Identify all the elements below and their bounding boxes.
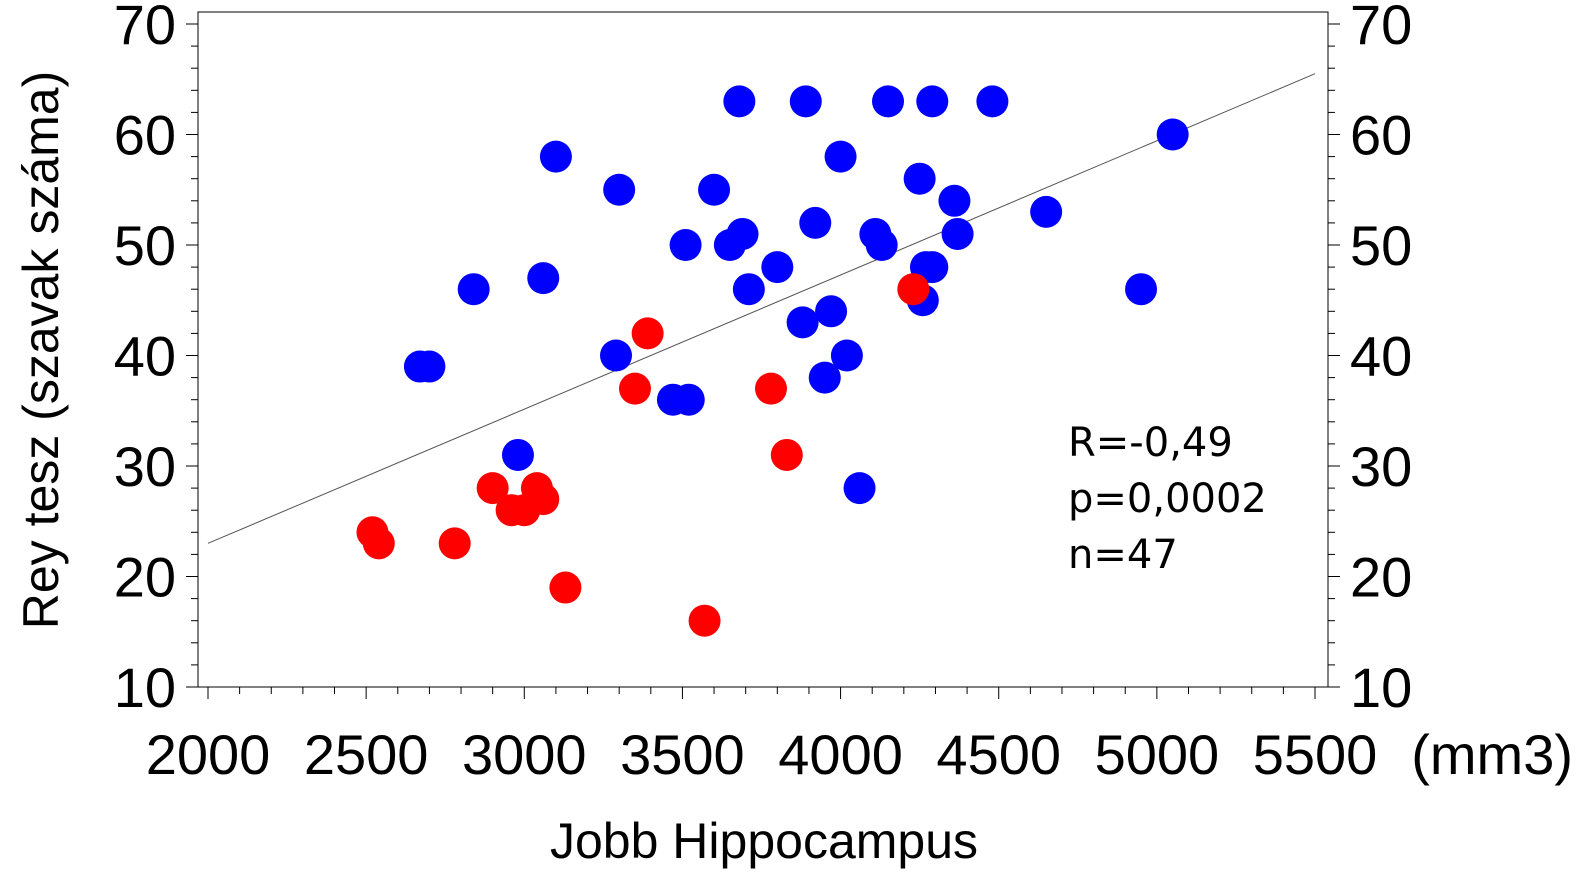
data-point-blue — [1030, 195, 1063, 228]
data-point-blue — [669, 229, 702, 261]
x-axis-title: Jobb Hippocampus — [550, 813, 978, 869]
data-point-red — [688, 604, 721, 637]
y-tick-label-left: 50 — [114, 214, 176, 277]
data-point-blue — [916, 251, 949, 284]
y-tick-label-left: 40 — [114, 325, 176, 388]
y-tick-label-right: 60 — [1350, 104, 1412, 167]
data-point-blue — [808, 361, 841, 394]
data-point-blue — [824, 140, 857, 173]
plot-area — [197, 11, 1329, 688]
y-tick-label-left: 10 — [114, 656, 176, 719]
data-point-blue — [799, 206, 832, 239]
data-point-red — [618, 372, 651, 405]
data-point-blue — [1125, 273, 1158, 306]
x-axis-unit: (mm3) — [1411, 723, 1573, 786]
y-tick-label-left: 30 — [114, 435, 176, 498]
data-point-blue — [872, 85, 905, 118]
data-point-red — [527, 483, 560, 516]
data-point-red — [897, 273, 930, 306]
data-point-blue — [815, 295, 848, 328]
statistics-annotation: R=-0,49 p=0,0002 n=47 — [1068, 420, 1267, 578]
y-axis-left: 10 20 30 40 50 60 70 — [114, 0, 198, 719]
data-point-red — [362, 527, 395, 560]
data-point-red — [770, 438, 803, 471]
data-point-blue — [865, 229, 898, 261]
correlation-label: R=-0,49 — [1068, 420, 1233, 466]
data-point-blue — [698, 173, 731, 206]
data-point-red — [549, 571, 582, 604]
y-tick-label-right: 50 — [1350, 214, 1412, 277]
p-value-label: p=0,0002 — [1068, 476, 1267, 522]
data-point-blue — [539, 140, 572, 173]
data-point-blue — [457, 273, 490, 306]
data-points — [356, 85, 1189, 637]
data-point-blue — [501, 438, 534, 471]
data-point-blue — [723, 85, 756, 118]
data-point-blue — [916, 85, 949, 118]
x-tick-label: 5500 — [1253, 723, 1378, 786]
y-tick-label-right: 10 — [1350, 656, 1412, 719]
x-tick-label: 4000 — [778, 723, 903, 786]
data-point-red — [476, 472, 509, 505]
y-tick-label-left: 70 — [114, 0, 176, 56]
data-point-blue — [789, 85, 822, 118]
data-point-blue — [600, 339, 633, 372]
x-axis: 2000 2500 3000 3500 4000 4500 5000 5500 — [146, 687, 1378, 786]
data-point-red — [438, 527, 471, 560]
data-point-red — [631, 317, 664, 350]
y-tick-label-right: 40 — [1350, 325, 1412, 388]
data-point-blue — [672, 383, 705, 416]
x-tick-label: 3500 — [620, 723, 745, 786]
x-tick-label: 4500 — [936, 723, 1061, 786]
data-point-blue — [843, 472, 876, 505]
data-point-blue — [941, 217, 974, 250]
n-label: n=47 — [1068, 532, 1178, 578]
data-point-red — [754, 372, 787, 405]
data-point-blue — [1156, 118, 1189, 151]
x-tick-label: 5000 — [1095, 723, 1220, 786]
data-point-blue — [903, 162, 936, 195]
data-point-blue — [761, 251, 794, 284]
y-tick-label-right: 30 — [1350, 435, 1412, 498]
data-point-blue — [527, 262, 560, 295]
data-point-blue — [732, 273, 765, 306]
data-point-blue — [938, 184, 971, 217]
y-axis-right: 10 20 30 40 50 60 70 — [1328, 0, 1412, 719]
data-point-blue — [603, 173, 636, 206]
data-point-blue — [976, 85, 1009, 118]
y-tick-label-right: 20 — [1350, 546, 1412, 609]
y-tick-label-right: 70 — [1350, 0, 1412, 56]
data-point-blue — [786, 306, 819, 339]
x-tick-label: 2000 — [146, 723, 271, 786]
y-tick-label-left: 60 — [114, 104, 176, 167]
regression-line — [207, 73, 1316, 544]
y-tick-label-left: 20 — [114, 546, 176, 609]
y-axis-title: Rey tesz (szavak száma) — [13, 71, 69, 629]
x-tick-label: 2500 — [304, 723, 429, 786]
data-point-blue — [413, 350, 446, 383]
x-tick-label: 3000 — [462, 723, 587, 786]
data-point-blue — [830, 339, 863, 372]
data-point-blue — [726, 217, 759, 250]
